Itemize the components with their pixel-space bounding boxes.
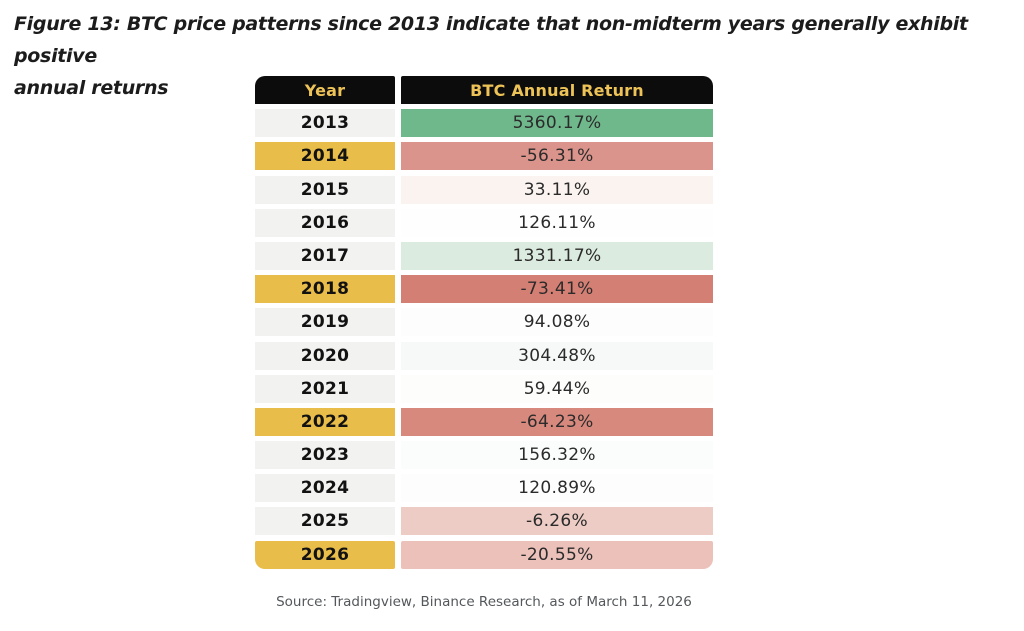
figure-caption: Figure 13: BTC price patterns since 2013… [14, 8, 974, 104]
table-row: 2016 126.11% [255, 208, 713, 237]
year-cell: 2024 [255, 474, 395, 503]
return-cell: -73.41% [401, 275, 713, 304]
year-cell: 2015 [255, 175, 395, 204]
return-cell: 59.44% [401, 374, 713, 403]
table-row: 2020 304.48% [255, 341, 713, 370]
year-cell: 2021 [255, 374, 395, 403]
figure-caption-line2: annual returns [14, 77, 169, 99]
table-row: 2013 5360.17% [255, 109, 713, 138]
table-row: 2024 120.89% [255, 474, 713, 503]
table-header-row: Year BTC Annual Return [255, 76, 713, 104]
year-cell: 2018 [255, 275, 395, 304]
return-cell: 304.48% [401, 341, 713, 370]
table-row: 2025 -6.26% [255, 507, 713, 536]
table-row: 2014 -56.31% [255, 142, 713, 171]
return-cell: 33.11% [401, 175, 713, 204]
table-row: 2021 59.44% [255, 374, 713, 403]
year-cell: 2023 [255, 441, 395, 470]
return-cell: 126.11% [401, 208, 713, 237]
btc-annual-return-column-header: BTC Annual Return [401, 76, 713, 104]
year-cell: 2020 [255, 341, 395, 370]
year-column-header: Year [255, 76, 395, 104]
year-cell: 2022 [255, 407, 395, 436]
table-row: 2022 -64.23% [255, 407, 713, 436]
year-cell: 2017 [255, 241, 395, 270]
figure-caption-line1: Figure 13: BTC price patterns since 2013… [14, 13, 968, 67]
table-row: 2026 -20.55% [255, 540, 713, 569]
return-cell: 120.89% [401, 474, 713, 503]
return-cell: -6.26% [401, 507, 713, 536]
table-row: 2018 -73.41% [255, 275, 713, 304]
table-row: 2019 94.08% [255, 308, 713, 337]
source-attribution: Source: Tradingview, Binance Research, a… [276, 594, 692, 610]
return-cell: -20.55% [401, 540, 713, 569]
year-cell: 2026 [255, 540, 395, 569]
table-row: 2017 1331.17% [255, 241, 713, 270]
return-cell: 1331.17% [401, 241, 713, 270]
return-cell: 156.32% [401, 441, 713, 470]
table-row: 2015 33.11% [255, 175, 713, 204]
return-cell: -56.31% [401, 142, 713, 171]
year-cell: 2016 [255, 208, 395, 237]
year-cell: 2014 [255, 142, 395, 171]
year-cell: 2025 [255, 507, 395, 536]
table-body: 2013 5360.17% 2014 -56.31% 2015 33.11% 2… [255, 109, 713, 569]
btc-annual-return-table: Year BTC Annual Return 2013 5360.17% 201… [255, 76, 713, 574]
return-cell: -64.23% [401, 407, 713, 436]
table-row: 2023 156.32% [255, 441, 713, 470]
year-cell: 2013 [255, 109, 395, 138]
return-cell: 5360.17% [401, 109, 713, 138]
return-cell: 94.08% [401, 308, 713, 337]
year-cell: 2019 [255, 308, 395, 337]
